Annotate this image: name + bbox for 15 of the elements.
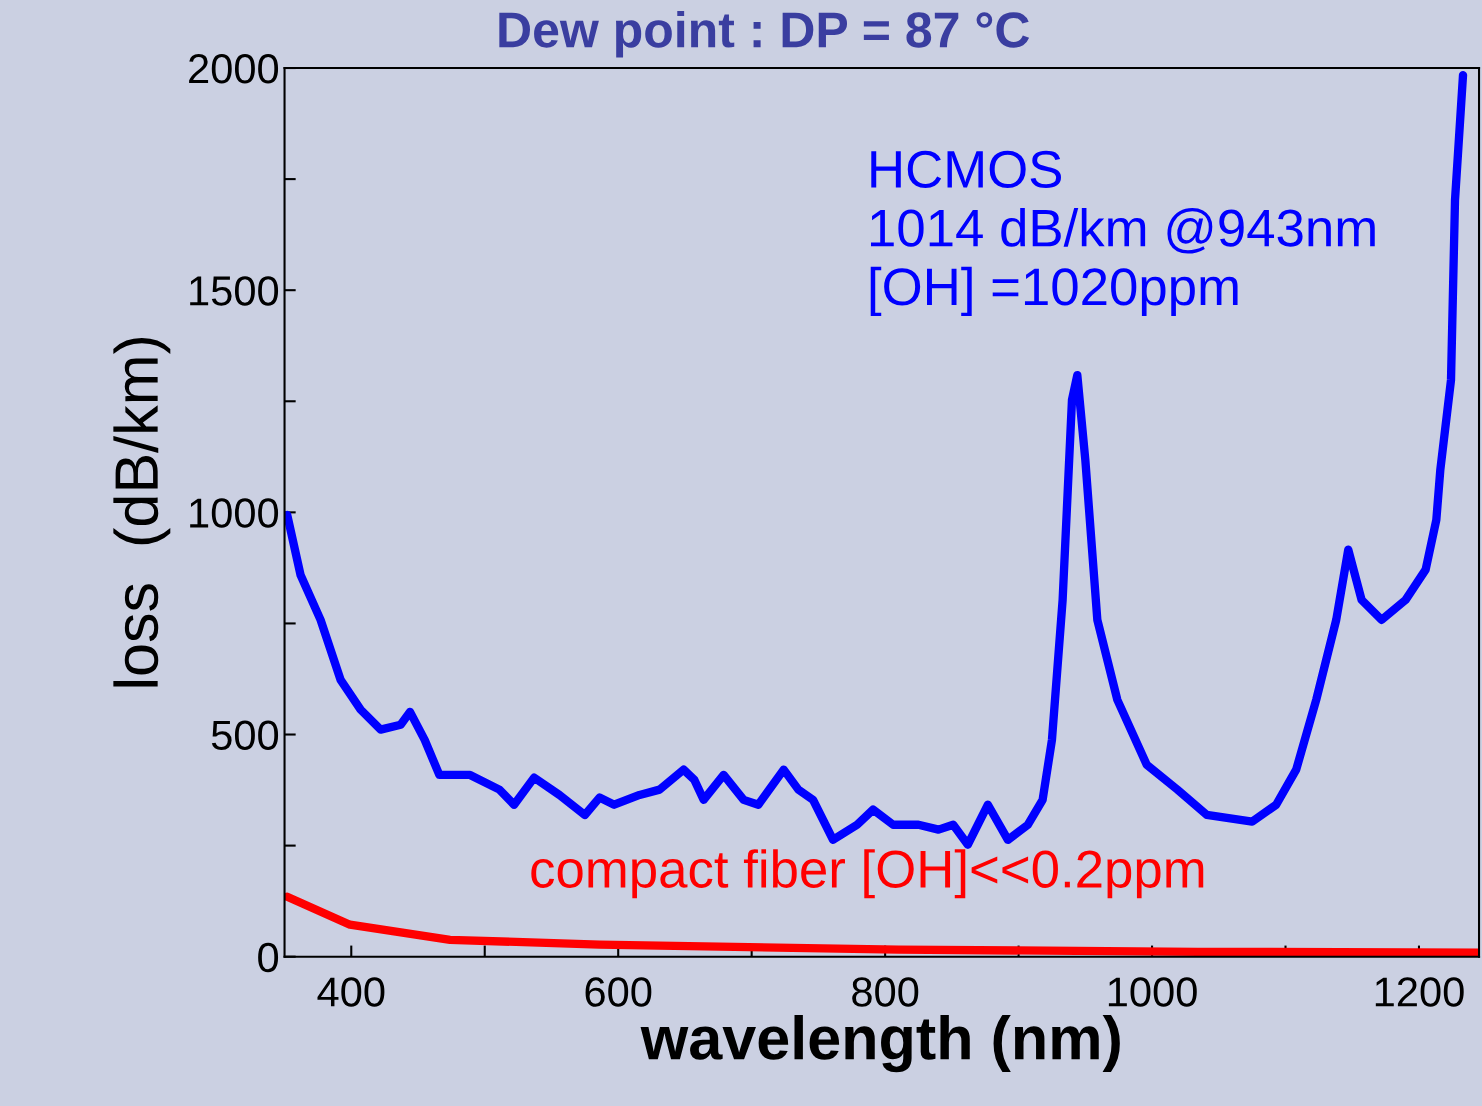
- y-axis-title: loss (dB/km): [113, 337, 171, 687]
- x-tick-label: 800: [852, 977, 919, 1007]
- y-tick-label: 0: [258, 942, 279, 973]
- chart-title: Dew point : DP = 87 °C: [499, 10, 1030, 58]
- y-tick-label: 1000: [190, 498, 279, 528]
- y-tick-label: 1500: [190, 276, 279, 306]
- x-axis-title: wavelength (nm): [640, 1014, 1120, 1073]
- annotation: HCMOS 1014 dB/km @943nm [OH] =1020ppm: [870, 150, 1375, 317]
- x-tick-label: 1000: [1108, 977, 1197, 1007]
- x-tick-label: 1200: [1375, 977, 1464, 1007]
- y-tick-label: 2000: [189, 54, 279, 84]
- y-tick-label: 500: [211, 720, 279, 751]
- annotation: compact fiber [OH]<<0.2ppm: [531, 849, 1204, 899]
- x-tick-label: 600: [585, 977, 652, 1007]
- x-tick-label: 400: [317, 977, 385, 1007]
